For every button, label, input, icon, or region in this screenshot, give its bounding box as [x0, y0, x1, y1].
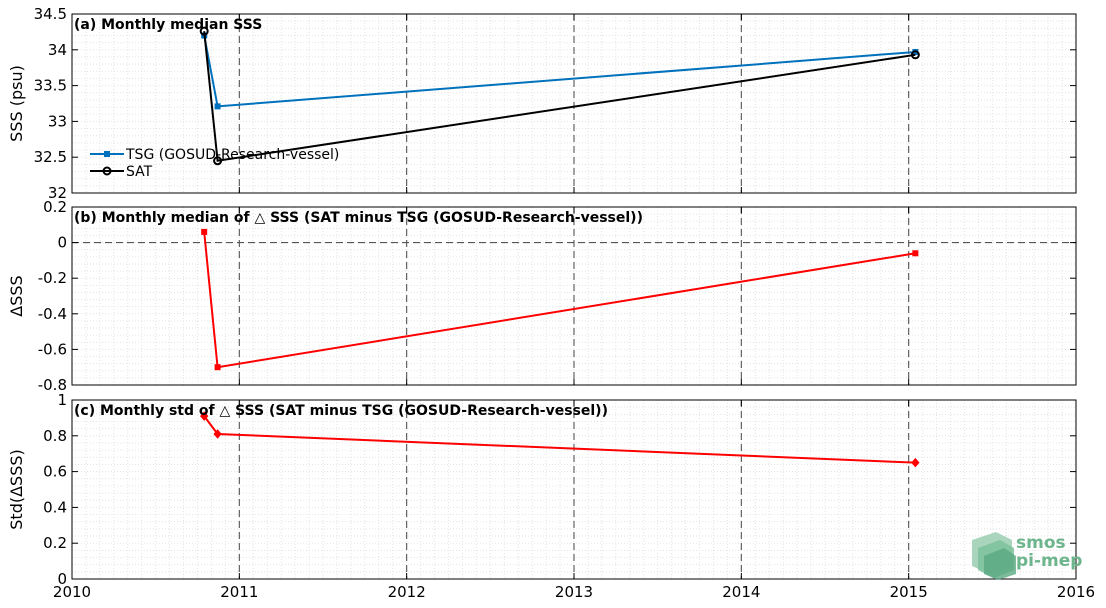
y-axis-label: ΔSSS	[7, 275, 26, 316]
y-tick-label: 34	[48, 41, 67, 59]
panel-title: (a) Monthly median SSS	[74, 17, 262, 33]
panel-2: 2010 2011 2012 2013 2014 2015 2016 0 0.2 0.4 0.6 0.…	[7, 391, 1095, 601]
y-tick-label: 0.4	[43, 498, 67, 516]
y-tick-label: 0	[57, 234, 67, 252]
data-point	[912, 250, 919, 257]
y-axis-label: Std(ΔSSS)	[7, 449, 26, 529]
y-tick-label: 33	[48, 112, 67, 130]
data-point	[214, 364, 221, 371]
y-tick-label: 32.5	[34, 148, 67, 166]
panel-0: 32 32.5 33 33.5 34 34.5 SSS (psu) (a) Monthly m…	[7, 5, 1077, 202]
series-line-0-1	[203, 31, 916, 162]
panel-title: (b) Monthly median of △ SSS (SAT minus T…	[74, 210, 643, 226]
y-tick-label: -0.8	[38, 376, 67, 394]
data-point	[213, 156, 223, 166]
logo-mark-icon	[972, 532, 1016, 580]
x-tick-label: 2012	[388, 583, 426, 601]
legend-label: SAT	[126, 164, 153, 180]
x-tick-label: 2014	[722, 583, 760, 601]
data-point	[201, 228, 208, 235]
x-tick-label: 2015	[890, 583, 928, 601]
y-tick-label: 33.5	[34, 77, 67, 95]
data-point	[911, 457, 920, 468]
x-tick-label: 2013	[555, 583, 593, 601]
smos-pi-mep-logo: smos pi-mep	[972, 532, 1082, 580]
logo-text-smos: smos	[1016, 533, 1066, 553]
data-point	[199, 26, 209, 36]
panel-1: -0.8 -0.6 -0.4 -0.2 0 0.2 ΔSSS (b) Monthly medi…	[7, 198, 1077, 394]
y-tick-label: -0.2	[38, 269, 67, 287]
y-tick-label: -0.4	[38, 305, 67, 323]
y-tick-label: 0	[57, 570, 67, 588]
y-tick-label: 0.2	[43, 198, 67, 216]
panel-title: (c) Monthly std of △ SSS (SAT minus TSG …	[74, 403, 608, 419]
y-tick-label: 34.5	[34, 5, 67, 23]
x-tick-label: 2011	[220, 583, 258, 601]
y-axis-label: SSS (psu)	[7, 65, 26, 142]
data-point	[214, 103, 221, 110]
x-tick-label: 2010	[53, 583, 91, 601]
x-tick-label: 2016	[1057, 583, 1095, 601]
y-tick-label: 0.2	[43, 534, 67, 552]
y-tick-label: -0.6	[38, 340, 67, 358]
data-point	[200, 411, 209, 421]
y-tick-label: 0.6	[43, 463, 67, 481]
y-tick-label: 1	[57, 391, 67, 409]
legend: TSG (GOSUD-Research-vessel)SAT	[90, 147, 339, 180]
data-point	[213, 429, 222, 439]
y-tick-label: 32	[48, 184, 67, 202]
y-tick-label: 0.8	[43, 427, 67, 445]
legend-label: TSG (GOSUD-Research-vessel)	[125, 147, 339, 163]
data-point	[910, 50, 920, 60]
legend-marker	[102, 166, 112, 176]
logo-text-pi-mep: pi-mep	[1016, 551, 1082, 571]
legend-marker	[104, 151, 110, 157]
